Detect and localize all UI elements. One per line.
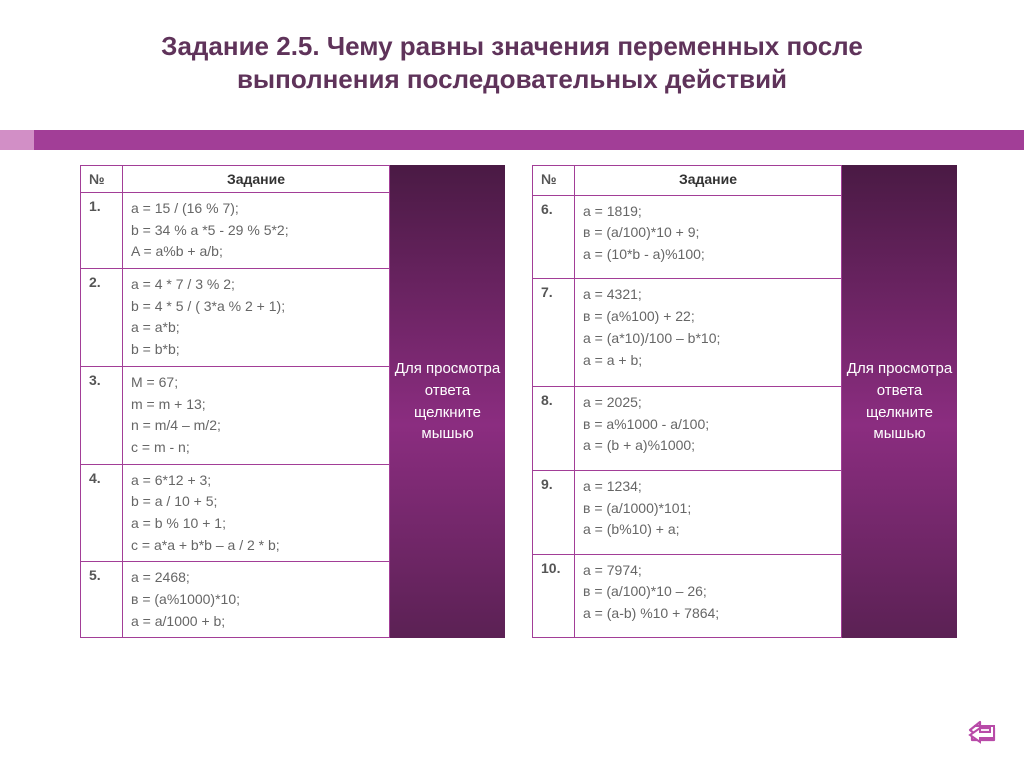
right-column: № Задание 6.a = 1819;в = (a/100)*10 + 9;… [532, 165, 984, 638]
return-icon[interactable] [966, 718, 1000, 746]
row-number: 10. [533, 554, 575, 638]
table-row: 10.a = 7974;в = (a/100)*10 – 26;a = (a-b… [533, 554, 842, 638]
accent-bar-segment [0, 130, 34, 150]
task-cell: a = 1819;в = (a/100)*10 + 9;a = (10*b - … [575, 195, 842, 279]
table-row: 9.a = 1234;в = (a/1000)*101;a = (b%10) +… [533, 470, 842, 554]
task-cell: a = 4321;в = (a%100) + 22;a = (a*10)/100… [575, 279, 842, 387]
table-row: 2.a = 4 * 7 / 3 % 2;b = 4 * 5 / ( 3*a % … [81, 269, 390, 367]
tasks-table-left: № Задание 1.a = 15 / (16 % 7);b = 34 % a… [80, 165, 390, 638]
row-number: 5. [81, 562, 123, 638]
task-cell: a = 1234;в = (a/1000)*101;a = (b%10) + a… [575, 470, 842, 554]
task-cell: M = 67;m = m + 13;n = m/4 – m/2;c = m - … [123, 366, 390, 464]
table-row: 1.a = 15 / (16 % 7);b = 34 % a *5 - 29 %… [81, 193, 390, 269]
table-row: 3.M = 67;m = m + 13;n = m/4 – m/2;c = m … [81, 366, 390, 464]
task-cell: a = 4 * 7 / 3 % 2;b = 4 * 5 / ( 3*a % 2 … [123, 269, 390, 367]
task-cell: a = 2025;в = a%1000 - a/100;a = (b + a)%… [575, 387, 842, 471]
row-number: 7. [533, 279, 575, 387]
row-number: 2. [81, 269, 123, 367]
accent-bar-segment [34, 130, 1024, 150]
col-header-task: Задание [575, 166, 842, 196]
row-number: 6. [533, 195, 575, 279]
table-row: 6.a = 1819;в = (a/100)*10 + 9;a = (10*b … [533, 195, 842, 279]
task-cell: a = 2468;в = (a%1000)*10;a = a/1000 + b; [123, 562, 390, 638]
task-cell: a = 15 / (16 % 7);b = 34 % a *5 - 29 % 5… [123, 193, 390, 269]
task-cell: a = 6*12 + 3;b = a / 10 + 5;a = b % 10 +… [123, 464, 390, 562]
col-header-num: № [533, 166, 575, 196]
row-number: 3. [81, 366, 123, 464]
row-number: 1. [81, 193, 123, 269]
table-row: 5.a = 2468;в = (a%1000)*10;a = a/1000 + … [81, 562, 390, 638]
row-number: 8. [533, 387, 575, 471]
left-column: № Задание 1.a = 15 / (16 % 7);b = 34 % a… [80, 165, 532, 638]
col-header-task: Задание [123, 166, 390, 193]
table-row: 4.a = 6*12 + 3;b = a / 10 + 5;a = b % 10… [81, 464, 390, 562]
answer-panel[interactable]: Для просмотра ответа щелкните мышью [842, 165, 957, 638]
answer-panel[interactable]: Для просмотра ответа щелкните мышью [390, 165, 505, 638]
row-number: 4. [81, 464, 123, 562]
page-title: Задание 2.5. Чему равны значения перемен… [0, 0, 1024, 113]
table-row: 7.a = 4321;в = (a%100) + 22;a = (a*10)/1… [533, 279, 842, 387]
col-header-num: № [81, 166, 123, 193]
tasks-table-right: № Задание 6.a = 1819;в = (a/100)*10 + 9;… [532, 165, 842, 638]
row-number: 9. [533, 470, 575, 554]
content-area: № Задание 1.a = 15 / (16 % 7);b = 34 % a… [80, 165, 984, 638]
table-row: 8.a = 2025;в = a%1000 - a/100;a = (b + a… [533, 387, 842, 471]
accent-bar [0, 130, 1024, 150]
task-cell: a = 7974;в = (a/100)*10 – 26;a = (a-b) %… [575, 554, 842, 638]
